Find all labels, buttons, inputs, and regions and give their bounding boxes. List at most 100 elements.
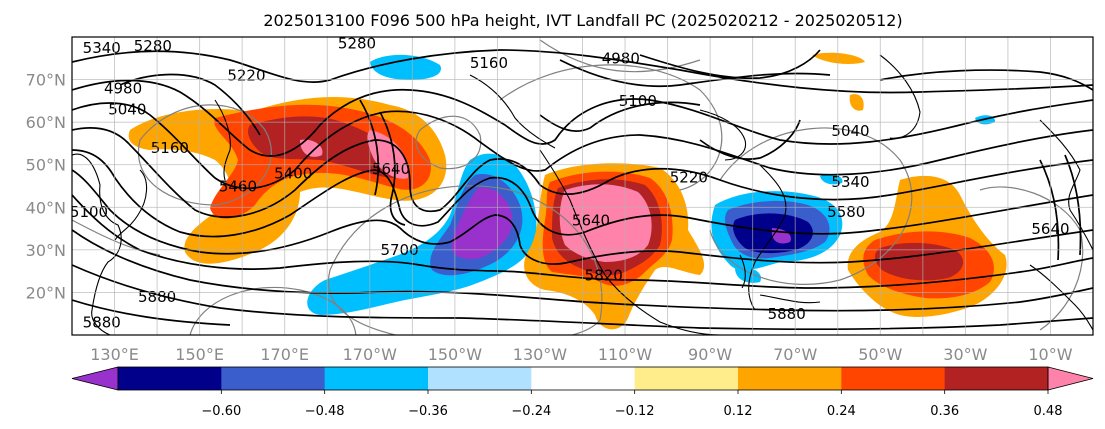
negative-anomaly-gulf <box>735 267 761 283</box>
latitude-tick-label: 20°N <box>26 283 66 302</box>
height-contour <box>72 264 1093 331</box>
longitude-tick-label: 70°W <box>773 345 817 364</box>
colorbar-tick-label: 0.48 <box>1034 404 1063 419</box>
longitude-ticks: 130°E 150°E 170°E 170°W 150°W 130°W 110°W 90°W 7… <box>90 345 1073 364</box>
gray-contour <box>415 115 482 170</box>
coastline-hudson <box>699 109 747 161</box>
gray-contour <box>327 185 603 335</box>
contour-label: 5280 <box>134 37 172 55</box>
negative-anomaly-north-pacific <box>370 54 441 80</box>
positive-anomaly-small-arctic <box>849 94 864 111</box>
height-contour <box>72 127 1093 218</box>
colorbar-tick-label: 0.36 <box>930 404 959 419</box>
coastline-alaska <box>469 74 556 149</box>
latitude-tick-label: 30°N <box>26 241 66 260</box>
contour-label: 5880 <box>768 305 806 323</box>
gray-contour <box>499 64 723 191</box>
colorbar-tick-label: −0.48 <box>305 404 345 419</box>
height-contour <box>72 79 1093 157</box>
longitude-tick-label: 150°W <box>428 345 483 364</box>
height-contour <box>639 49 821 80</box>
contour-label: 5100 <box>619 92 657 110</box>
coastline-north-america-east <box>748 164 787 311</box>
longitude-tick-label: 170°E <box>260 345 309 364</box>
colorbar-bin <box>221 367 326 390</box>
longitude-tick-label: 30°W <box>943 345 987 364</box>
latitude-tick-label: 40°N <box>26 198 66 217</box>
coastlines <box>72 54 1093 335</box>
coastline-caribbean <box>759 294 821 304</box>
colorbar-bin <box>428 367 532 390</box>
height-contour <box>539 101 701 132</box>
height-contour <box>699 119 801 160</box>
contour-label: 5400 <box>274 164 312 182</box>
colorbar-bin <box>324 367 429 390</box>
contour-label: 5580 <box>827 203 865 221</box>
negative-anomaly-labrador <box>820 174 843 185</box>
latitude-tick-label: 50°N <box>26 156 66 175</box>
map-area: 5340 5280 5280 5160 4980 5040 5220 5160 5460 5400… <box>70 37 1093 335</box>
colorbar-outline <box>117 366 1049 391</box>
contour-label: 5820 <box>585 267 623 285</box>
coastline-greenland <box>879 54 921 139</box>
height-contour <box>72 149 1093 238</box>
colorbar-tick-label: 0.24 <box>827 404 856 419</box>
coastline-north-america-west <box>539 149 721 335</box>
gray-contour <box>189 286 357 335</box>
coastline-africa <box>1029 264 1093 331</box>
gray-contours <box>72 39 1084 335</box>
longitude-tick-label: 50°W <box>858 345 902 364</box>
contour-label: 5220 <box>670 169 708 187</box>
colorbar-bin <box>634 367 739 390</box>
colorbar-bin <box>738 367 842 390</box>
colorbar-extension-low <box>71 366 119 391</box>
map-frame <box>71 36 1094 336</box>
longitude-tick-label: 110°W <box>598 345 653 364</box>
gray-contour <box>137 104 272 206</box>
latitude-ticks: 70°N 60°N 50°N 40°N 30°N 20°N <box>26 71 66 303</box>
height-contour <box>72 49 1093 94</box>
contour-label: 5040 <box>831 122 869 140</box>
contour-label: 5160 <box>151 139 189 157</box>
contour-label: 5220 <box>227 67 265 85</box>
colorbar-tick-label: −0.36 <box>408 404 448 419</box>
colorbar-bin <box>118 367 222 390</box>
height-contour <box>72 102 1093 190</box>
longitude-tick-label: 150°E <box>175 345 224 364</box>
contour-label: 5100 <box>70 203 108 221</box>
contour-label: 5880 <box>83 313 121 331</box>
height-contour <box>379 111 406 226</box>
coastline-florida <box>739 254 746 289</box>
height-contours <box>72 49 1093 331</box>
height-contour <box>879 69 1093 91</box>
height-contour <box>72 299 231 326</box>
gray-contour <box>709 127 913 285</box>
longitude-tick-label: 130°W <box>513 345 568 364</box>
contour-label: 4980 <box>602 50 640 68</box>
contour-label: 5460 <box>219 177 257 195</box>
colorbar-extension-high <box>1047 366 1094 391</box>
colorbar-tick-label: −0.60 <box>201 404 241 419</box>
positive-anomaly-nw-pacific-peak2 <box>300 139 323 157</box>
contour-label: 5040 <box>108 101 146 119</box>
height-contour <box>559 59 831 88</box>
longitude-tick-label: 130°E <box>90 345 139 364</box>
positive-anomaly-arctic <box>812 52 865 64</box>
contour-label: 5340 <box>831 173 869 191</box>
contour-label: 5340 <box>83 39 121 57</box>
positive-anomaly-nw-pacific-peak <box>367 130 409 179</box>
latitude-tick-label: 70°N <box>26 71 66 90</box>
gridlines <box>72 37 1093 335</box>
positive-anomaly-nw-pacific-dark <box>247 116 401 179</box>
colorbar <box>71 366 1094 391</box>
longitude-tick-label: 10°W <box>1028 345 1072 364</box>
contour-label: 5160 <box>470 54 508 72</box>
height-contour <box>1039 159 1060 261</box>
coastline-asia <box>72 153 122 335</box>
colorbar-tick-label: −0.24 <box>511 404 551 419</box>
contour-label: 5640 <box>372 160 410 178</box>
colorbar-bin <box>944 367 1049 390</box>
latitude-tick-label: 60°N <box>26 113 66 132</box>
longitude-tick-label: 90°W <box>688 345 732 364</box>
